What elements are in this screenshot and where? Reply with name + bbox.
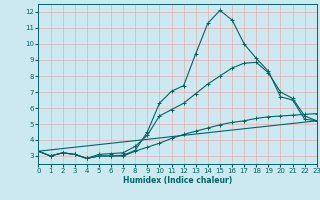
- X-axis label: Humidex (Indice chaleur): Humidex (Indice chaleur): [123, 176, 232, 185]
